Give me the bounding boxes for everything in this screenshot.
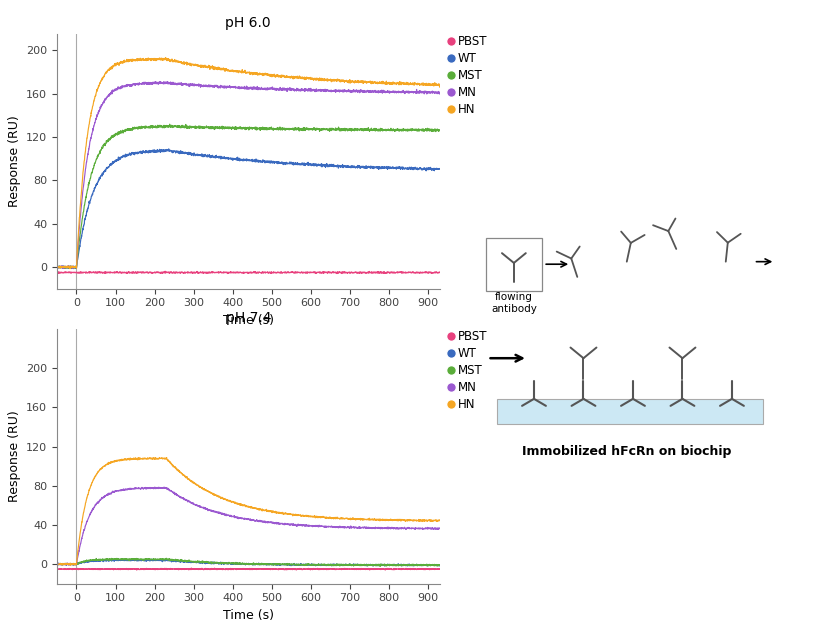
Title: pH 6.0: pH 6.0	[225, 16, 271, 30]
Y-axis label: Response (RU): Response (RU)	[7, 116, 20, 207]
X-axis label: Time (s): Time (s)	[223, 314, 274, 327]
X-axis label: Time (s): Time (s)	[223, 609, 274, 621]
Text: Immobilized hFcRn on biochip: Immobilized hFcRn on biochip	[522, 445, 732, 458]
Legend: PBST, WT, MST, MN, HN: PBST, WT, MST, MN, HN	[449, 35, 487, 117]
Bar	[497, 399, 763, 424]
FancyBboxPatch shape	[486, 238, 542, 291]
Title: pH 7.4: pH 7.4	[225, 311, 271, 325]
Y-axis label: Response (RU): Response (RU)	[7, 410, 20, 502]
Text: flowing
antibody: flowing antibody	[491, 292, 536, 314]
Legend: PBST, WT, MST, MN, HN: PBST, WT, MST, MN, HN	[449, 330, 487, 412]
